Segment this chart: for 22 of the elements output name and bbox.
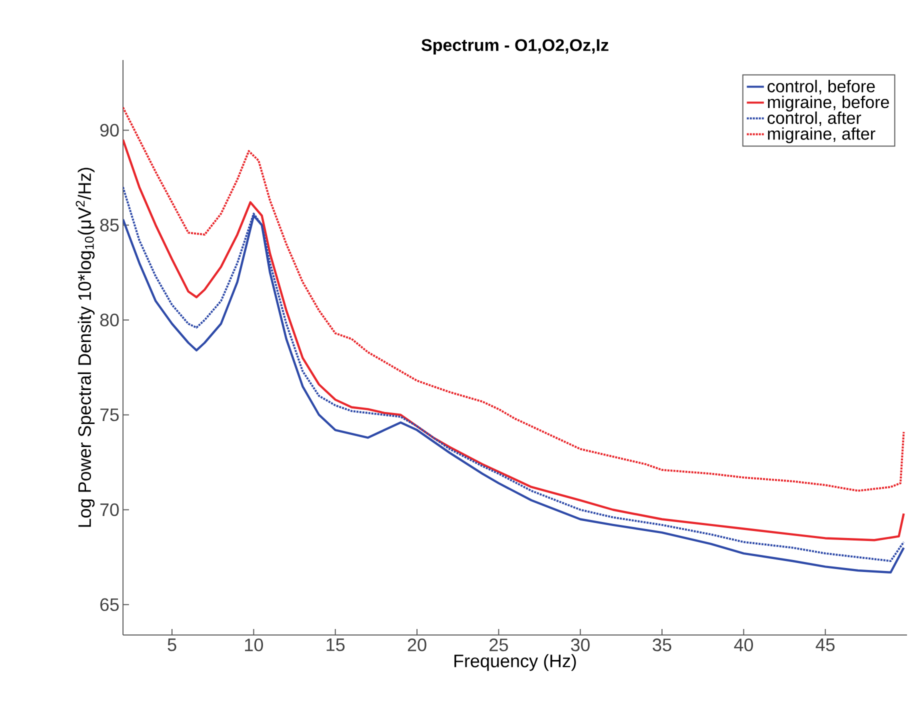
legend-label: control, after bbox=[768, 112, 862, 126]
x-tick-label: 5 bbox=[168, 638, 176, 652]
x-tick-label: 35 bbox=[652, 638, 672, 652]
x-tick-label: 20 bbox=[408, 638, 426, 652]
x-tick-label: 15 bbox=[326, 638, 345, 652]
x-tick-label: 40 bbox=[734, 638, 753, 652]
x-tick-label: 45 bbox=[816, 638, 835, 652]
y-axis-title: Log Power Spectral Density 10*log$_{10}$(μV$^{2}$/Hz) bbox=[76, 168, 95, 527]
legend-label: migraine, before bbox=[768, 96, 889, 112]
y-tick-label: 85 bbox=[100, 218, 119, 232]
legend-label: control, before bbox=[768, 80, 875, 94]
y-tick-label: 65 bbox=[100, 598, 119, 612]
y-tick-label: 80 bbox=[100, 314, 119, 326]
y-tick-label: 70 bbox=[100, 503, 119, 516]
x-tick-label: 30 bbox=[571, 638, 590, 652]
x-tick-label: 10 bbox=[245, 638, 263, 652]
x-tick-label: 25 bbox=[490, 638, 508, 652]
chart-title: Spectrum - O1,O2,Oz,Iz bbox=[421, 39, 608, 54]
x-axis-title: Frequency (Hz) bbox=[454, 654, 576, 671]
legend-label: migraine, after bbox=[768, 127, 876, 144]
y-tick-label: 75 bbox=[100, 408, 119, 422]
y-tick-label: 90 bbox=[100, 124, 119, 137]
